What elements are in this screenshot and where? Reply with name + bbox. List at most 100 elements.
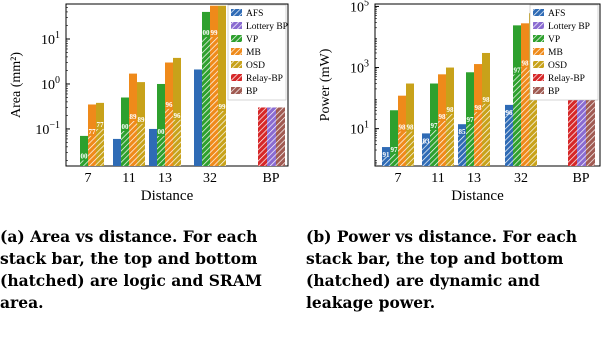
legend: AFS Lottery BP VP MB OSD Relay-BP BP [529,4,599,101]
vp-hatched-segment [157,135,165,166]
x-tick-label: 7 [85,171,92,186]
bar-label: 99 [219,103,227,111]
bar-label: 00 [203,29,211,37]
bar-label: 96 [174,112,182,120]
bar-label: 91 [383,151,391,159]
mb-hatched-segment [129,121,137,166]
legend-label: OSD [246,61,265,71]
legend-label: Lottery BP [246,22,288,32]
caption-a-label: (a) [0,227,25,246]
mb-hatched-segment [521,67,529,166]
bp-bar-hatch [568,84,577,166]
caption-b-label: (b) [306,227,332,246]
afs-hatched-segment [458,135,466,166]
mb-hatched-segment [438,120,446,166]
x-tick-label: 13 [467,171,481,186]
legend: AFS Lottery BP VP MB OSD Relay-BP BP [227,4,288,101]
bar-label: 98 [399,124,407,132]
bp-bar-hatch [586,84,595,166]
x-tick-label: 32 [203,171,217,186]
osd-hatched-segment [96,128,104,166]
bp-bar-hatch [276,107,285,166]
mb-hatched-segment [165,108,173,166]
mb-bar [398,95,406,166]
bar-label: 00 [158,128,166,136]
afs-bar [149,128,157,166]
vp-bar [430,83,438,166]
vp-hatched-segment [466,124,474,166]
mb-hatched-segment [210,37,218,166]
bar-label: 77 [97,121,105,129]
bar-label: 98 [447,106,455,114]
mb-hatched-segment [88,135,96,166]
x-tick-label: 7 [395,171,402,186]
x-tick-label: 11 [122,171,135,186]
bar-label: 97 [514,66,522,74]
bar-label: 96 [506,109,514,117]
legend-label: BP [246,87,258,97]
bar-label: 98 [522,60,530,68]
bar-label: 89 [130,113,138,121]
bp-bar-hatch [577,84,586,166]
vp-bar [80,135,88,166]
bar-label: 98 [483,96,491,104]
y-tick-label: 101 [41,30,60,48]
legend-swatch-hatch [231,48,242,55]
x-tick-label: 11 [431,171,444,186]
caption-a-text: Area vs distance. For each stack bar, th… [0,227,263,312]
legend-label: OSD [548,61,567,71]
bar-label: 89 [138,116,146,124]
x-tick-label: BP [572,171,589,186]
osd-hatched-segment [173,119,181,166]
mb-bar [129,73,137,166]
y-tick-label: 103 [350,59,369,77]
osd-hatched-segment [482,103,490,166]
legend-swatch-hatch [533,35,544,42]
bar-label: 98 [475,104,483,112]
osd-hatched-segment [218,111,226,166]
x-tick-label: 32 [514,171,528,186]
vp-bar [390,110,398,166]
vp-hatched-segment [80,160,88,166]
legend-label: AFS [246,9,263,19]
osd-hatched-segment [137,123,145,166]
mb-bar [88,104,96,166]
vp-hatched-segment [121,131,129,166]
x-axis-label: Distance [141,188,194,204]
legend-label: MB [246,48,261,58]
x-tick-label: BP [262,171,279,186]
bar-label: 96 [166,101,174,109]
area-chart: 10−1 100 101 Area (mm²) 7 11 13 32 BP Distance 00 7… [9,3,289,204]
bar-label: 97 [431,122,439,130]
legend-label: Relay-BP [548,74,585,84]
legend-swatch-hatch [533,87,544,94]
afs-hatched-segment [505,110,513,166]
legend-swatch-hatch [533,74,544,81]
bar-label: 99 [211,29,219,37]
legend-label: BP [548,87,560,97]
osd-hatched-segment [446,114,454,166]
y-axis-label: Power (mW) [318,48,333,121]
bar-label: 77 [89,128,97,136]
legend-swatch-hatch [231,61,242,68]
vp-hatched-segment [430,130,438,166]
legend-swatch-hatch [533,9,544,16]
y-tick-label: 10−1 [35,120,60,138]
legend-swatch-hatch [533,61,544,68]
mb-bar [438,74,446,166]
bar-label: 97 [391,146,399,154]
legend-swatch-hatch [533,48,544,55]
bp-bar-hatch [258,107,267,166]
legend-swatch-hatch [231,9,242,16]
afs-bar [194,69,202,166]
x-tick-label: 13 [158,171,172,186]
y-tick-label: 100 [41,75,60,93]
mb-hatched-segment [398,131,406,166]
mb-hatched-segment [474,112,482,166]
bar-label: 00 [122,123,130,131]
osd-hatched-segment [529,66,537,166]
caption-b: (b) Power vs distance. For each stack ba… [306,226,610,314]
osd-bar [406,83,414,166]
vp-bar [466,72,474,166]
